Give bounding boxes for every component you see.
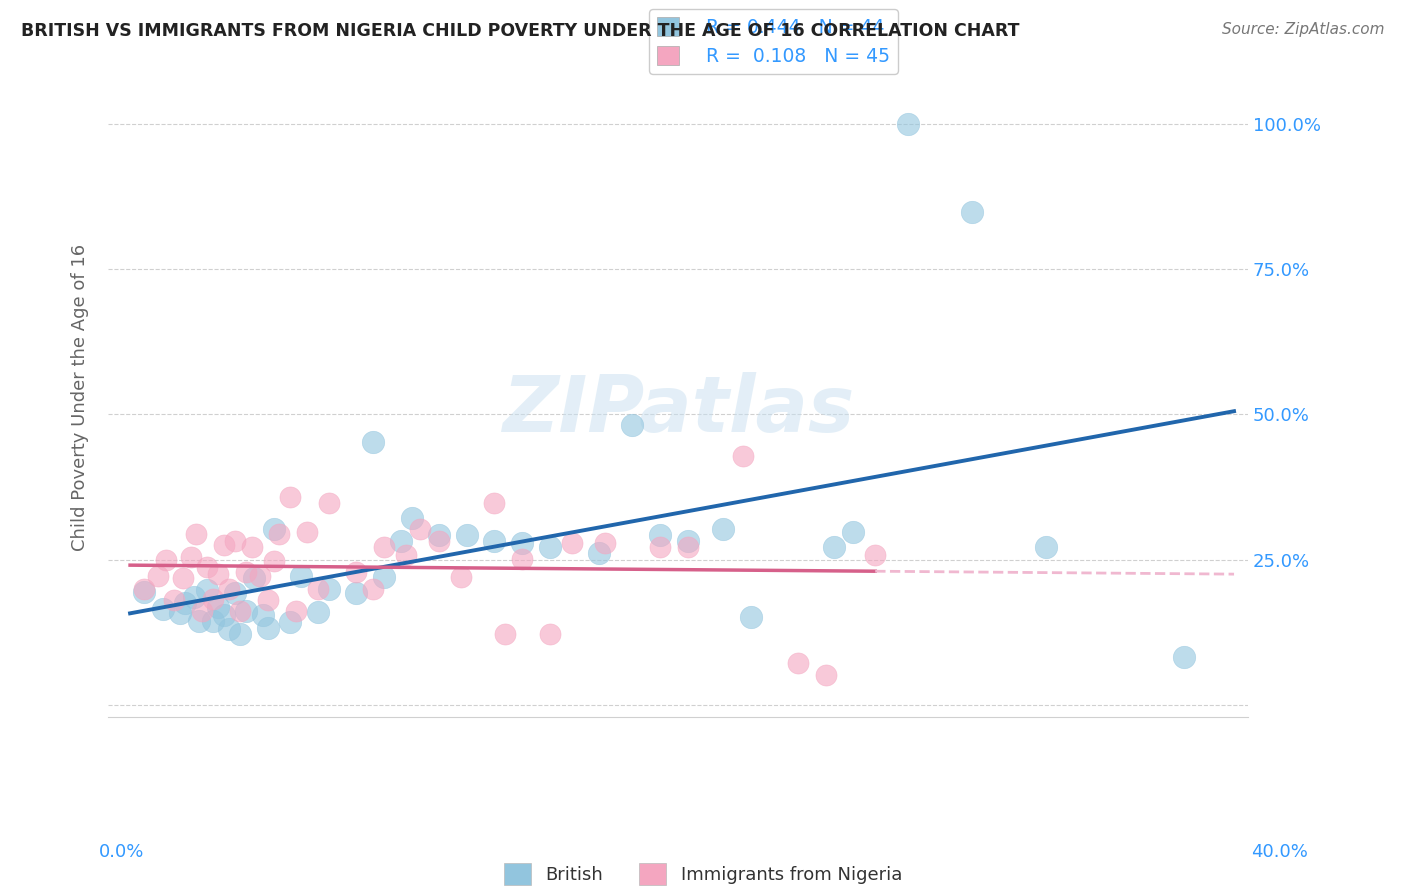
Immigrants from Nigeria xyxy=(224,534,246,549)
British xyxy=(195,582,218,597)
Immigrants from Nigeria xyxy=(648,540,671,554)
British xyxy=(588,546,610,560)
Y-axis label: Child Poverty Under the Age of 16: Child Poverty Under the Age of 16 xyxy=(72,244,89,550)
British xyxy=(823,540,845,554)
British xyxy=(174,596,197,610)
Immigrants from Nigeria xyxy=(787,656,810,670)
Immigrants from Nigeria xyxy=(318,496,340,510)
Immigrants from Nigeria xyxy=(218,582,240,596)
Immigrants from Nigeria xyxy=(235,566,257,580)
Immigrants from Nigeria xyxy=(284,604,307,618)
Text: Source: ZipAtlas.com: Source: ZipAtlas.com xyxy=(1222,22,1385,37)
British xyxy=(229,627,252,641)
British xyxy=(257,621,280,635)
British xyxy=(713,523,735,537)
British xyxy=(218,623,240,637)
British xyxy=(278,615,301,630)
Immigrants from Nigeria xyxy=(163,593,186,607)
British xyxy=(344,586,367,600)
British xyxy=(676,534,699,549)
Immigrants from Nigeria xyxy=(373,540,395,554)
British xyxy=(1173,650,1195,665)
Immigrants from Nigeria xyxy=(361,582,384,596)
British xyxy=(252,607,274,622)
Immigrants from Nigeria xyxy=(814,667,837,681)
British xyxy=(207,600,229,615)
Text: 0.0%: 0.0% xyxy=(98,843,143,861)
British xyxy=(361,435,384,450)
British xyxy=(307,605,329,619)
Legend: British, Immigrants from Nigeria: British, Immigrants from Nigeria xyxy=(496,855,910,892)
British xyxy=(648,528,671,542)
Immigrants from Nigeria xyxy=(865,548,887,562)
British xyxy=(960,205,983,219)
British xyxy=(842,524,865,539)
Immigrants from Nigeria xyxy=(676,540,699,554)
British xyxy=(132,584,155,599)
Immigrants from Nigeria xyxy=(249,569,271,583)
Immigrants from Nigeria xyxy=(561,536,583,550)
British xyxy=(740,609,762,624)
Immigrants from Nigeria xyxy=(201,592,224,607)
Text: ZIPatlas: ZIPatlas xyxy=(502,372,853,448)
Immigrants from Nigeria xyxy=(229,604,252,618)
British xyxy=(290,569,312,583)
Immigrants from Nigeria xyxy=(186,526,208,541)
British xyxy=(235,604,257,618)
Immigrants from Nigeria xyxy=(155,552,177,566)
Immigrants from Nigeria xyxy=(538,627,561,641)
Immigrants from Nigeria xyxy=(195,559,218,574)
British xyxy=(538,540,561,554)
Immigrants from Nigeria xyxy=(484,496,506,510)
British xyxy=(201,614,224,628)
British xyxy=(401,511,423,525)
British xyxy=(243,571,266,585)
British xyxy=(1035,540,1057,554)
British xyxy=(188,614,211,628)
Immigrants from Nigeria xyxy=(395,548,418,562)
British xyxy=(427,528,450,542)
Immigrants from Nigeria xyxy=(207,567,229,582)
British xyxy=(152,602,174,616)
British xyxy=(621,417,644,432)
British xyxy=(484,534,506,549)
Immigrants from Nigeria xyxy=(263,554,285,568)
Immigrants from Nigeria xyxy=(212,538,235,552)
Immigrants from Nigeria xyxy=(295,524,318,539)
Immigrants from Nigeria xyxy=(172,571,194,585)
British xyxy=(183,591,205,605)
British xyxy=(169,606,191,620)
Immigrants from Nigeria xyxy=(510,551,533,566)
Immigrants from Nigeria xyxy=(450,570,472,584)
British xyxy=(224,586,246,600)
Immigrants from Nigeria xyxy=(593,536,616,550)
Immigrants from Nigeria xyxy=(132,582,155,596)
British xyxy=(318,582,340,596)
British xyxy=(897,117,920,131)
Text: 40.0%: 40.0% xyxy=(1251,843,1308,861)
Immigrants from Nigeria xyxy=(240,540,263,554)
British xyxy=(456,528,478,542)
British xyxy=(212,607,235,622)
Immigrants from Nigeria xyxy=(180,549,202,564)
Immigrants from Nigeria xyxy=(257,593,280,607)
Immigrants from Nigeria xyxy=(427,534,450,549)
Text: BRITISH VS IMMIGRANTS FROM NIGERIA CHILD POVERTY UNDER THE AGE OF 16 CORRELATION: BRITISH VS IMMIGRANTS FROM NIGERIA CHILD… xyxy=(21,22,1019,40)
Immigrants from Nigeria xyxy=(344,566,367,580)
British xyxy=(373,570,395,584)
Immigrants from Nigeria xyxy=(269,526,291,541)
Immigrants from Nigeria xyxy=(191,604,214,618)
British xyxy=(510,536,533,550)
Immigrants from Nigeria xyxy=(146,569,169,583)
British xyxy=(389,534,412,549)
Immigrants from Nigeria xyxy=(409,523,432,537)
Immigrants from Nigeria xyxy=(494,627,516,641)
British xyxy=(263,523,285,537)
Immigrants from Nigeria xyxy=(731,449,754,463)
Immigrants from Nigeria xyxy=(278,490,301,504)
Immigrants from Nigeria xyxy=(307,582,329,596)
